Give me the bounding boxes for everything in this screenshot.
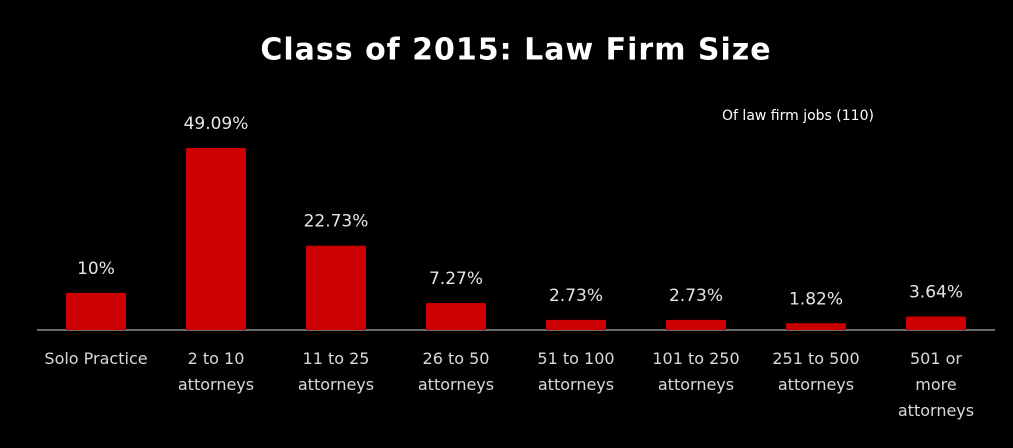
value-label: 7.27% [429, 269, 483, 289]
bar [426, 303, 486, 330]
value-label: 2.73% [669, 286, 723, 306]
x-tick-label: 51 to 100 attorneys [537, 349, 615, 394]
x-tick-label: 501 or more attorneys [897, 349, 975, 420]
value-label: 2.73% [549, 286, 603, 306]
bar [786, 323, 846, 330]
value-label: 22.73% [304, 212, 369, 232]
value-label: 49.09% [184, 114, 249, 134]
bar [306, 245, 366, 330]
bar [186, 148, 246, 330]
x-tick-label: 11 to 25 attorneys [297, 349, 375, 394]
chart-title: Class of 2015: Law Firm Size [260, 33, 771, 68]
annotation: Of law firm jobs (110) [722, 108, 874, 124]
x-tick-label: Solo Practice [44, 349, 148, 368]
x-tick-label: 26 to 50 attorneys [417, 349, 495, 394]
x-tick-label: 2 to 10 attorneys [177, 349, 255, 394]
value-label: 10% [77, 259, 115, 279]
bar [906, 316, 966, 330]
bar [546, 319, 606, 330]
value-label: 1.82% [789, 289, 843, 309]
value-label: 3.64% [909, 283, 963, 303]
x-tick-label: 101 to 250 attorneys [652, 349, 740, 394]
bar [66, 292, 126, 330]
x-tick-label: 251 to 500 attorneys [772, 349, 860, 394]
bar [666, 319, 726, 330]
